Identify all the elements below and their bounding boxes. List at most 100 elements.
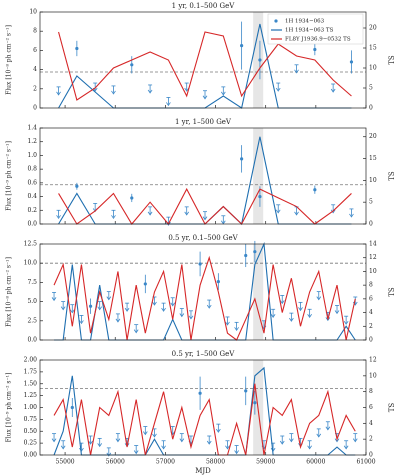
flux-point bbox=[75, 46, 79, 51]
upper-limit-arrow bbox=[316, 296, 322, 301]
flux-point bbox=[244, 389, 248, 393]
y2-tick-label: 8 bbox=[369, 388, 373, 395]
y2-tick-label: 6 bbox=[369, 404, 373, 411]
y-tick-label: 4 bbox=[33, 66, 37, 73]
y2-tick-label: 2 bbox=[369, 436, 373, 443]
upper-limit-arrow bbox=[294, 69, 299, 74]
plot-frame bbox=[39, 11, 367, 109]
y2-tick-label: 0 bbox=[369, 105, 373, 112]
flux-point bbox=[349, 60, 354, 64]
upper-limit-arrow bbox=[307, 445, 312, 450]
flux-point bbox=[313, 188, 317, 192]
flux-point bbox=[198, 391, 202, 395]
upper-limit-arrow bbox=[225, 445, 230, 450]
upper-limit-arrow bbox=[97, 443, 103, 448]
y-tick-label: 7.5 bbox=[27, 279, 37, 286]
upper-limit-arrow bbox=[166, 102, 171, 107]
x-tick-label: 55000 bbox=[56, 459, 75, 466]
y2-tick-label: 6 bbox=[369, 295, 373, 302]
flux-point bbox=[88, 304, 93, 308]
y-tick-label: 0.4 bbox=[27, 193, 37, 200]
upper-limit-arrow bbox=[279, 440, 285, 445]
upper-limit-arrow bbox=[60, 445, 66, 450]
y-tick-label: 0.8 bbox=[27, 166, 37, 173]
flux-point bbox=[253, 401, 257, 405]
flux-point bbox=[70, 405, 74, 410]
y-axis-label: Flux [10⁻⁹ ph cm⁻² s⁻¹] bbox=[6, 141, 13, 211]
legend-label: 1H 1934−063 TS bbox=[285, 28, 334, 34]
highlight-band bbox=[253, 12, 264, 108]
legend-box bbox=[267, 13, 364, 45]
upper-limit-arrow bbox=[316, 433, 322, 438]
upper-limit-arrow bbox=[330, 88, 336, 93]
y2-tick-label: 10 bbox=[369, 65, 377, 72]
y2-tick-label: 12 bbox=[369, 357, 377, 364]
legend-swatch bbox=[274, 19, 278, 23]
flux-point bbox=[313, 47, 317, 52]
upper-limit-arrow bbox=[188, 315, 194, 320]
x-tick-label: 60000 bbox=[306, 459, 325, 466]
upper-limit-arrow bbox=[69, 309, 75, 314]
upper-limit-arrow bbox=[147, 89, 153, 94]
y-tick-label: 0.25 bbox=[24, 440, 38, 447]
x-tick-label: 57000 bbox=[156, 459, 175, 466]
upper-limit-arrow bbox=[206, 440, 212, 445]
highlight-band bbox=[253, 244, 264, 340]
upper-limit-arrow bbox=[133, 450, 139, 455]
y-tick-label: 10 bbox=[29, 9, 37, 16]
upper-limit-arrow bbox=[179, 313, 185, 318]
y2-tick-label: 5 bbox=[369, 85, 373, 92]
upper-limit-arrow bbox=[97, 306, 103, 311]
upper-limit-arrow bbox=[147, 211, 153, 216]
upper-limit-arrow bbox=[349, 213, 354, 218]
ts-line bbox=[53, 383, 356, 456]
upper-limit-arrow bbox=[343, 445, 349, 450]
flux-point bbox=[244, 253, 248, 258]
y-tick-label: 0.6 bbox=[27, 179, 37, 186]
upper-limit-arrow bbox=[133, 329, 139, 334]
y-axis-label: Flux [10⁻⁸ ph cm⁻² s⁻¹] bbox=[6, 257, 13, 327]
x-tick-label: 58000 bbox=[206, 459, 225, 466]
upper-limit-arrow bbox=[289, 317, 294, 322]
upper-limit-arrow bbox=[111, 90, 116, 95]
flux-point bbox=[216, 280, 220, 284]
y2-tick-label: 4 bbox=[369, 420, 373, 427]
y2-tick-label: 2 bbox=[369, 323, 373, 330]
upper-limit-arrow bbox=[279, 300, 285, 305]
upper-limit-arrow bbox=[60, 306, 66, 311]
y2-tick-label: 0 bbox=[369, 337, 373, 344]
upper-limit-arrow bbox=[115, 318, 121, 323]
y-axis-label: Flux [10⁻⁹ ph cm⁻² s⁻¹] bbox=[6, 373, 13, 443]
upper-limit-arrow bbox=[334, 310, 340, 315]
y-tick-label: 0 bbox=[33, 105, 37, 112]
y-tick-label: 10.0 bbox=[24, 260, 38, 267]
upper-limit-arrow bbox=[206, 304, 212, 309]
upper-limit-arrow bbox=[111, 215, 116, 220]
upper-limit-arrow bbox=[270, 314, 276, 319]
upper-limit-arrow bbox=[298, 307, 303, 312]
y2-tick-label: 20 bbox=[369, 133, 377, 140]
flux-point bbox=[258, 194, 262, 199]
panel-title: 0.5 yr, 0.1–500 GeV bbox=[168, 234, 238, 242]
y-tick-label: 1.2 bbox=[27, 138, 37, 145]
upper-limit-arrow bbox=[325, 426, 331, 431]
flux-point bbox=[240, 44, 244, 48]
y2-tick-label: 4 bbox=[369, 309, 373, 316]
y2-tick-label: 8 bbox=[369, 282, 373, 289]
y2-tick-label: 12 bbox=[369, 254, 377, 261]
y2-tick-label: 15 bbox=[369, 155, 377, 162]
flux-point bbox=[198, 262, 202, 266]
upper-limit-arrow bbox=[202, 95, 208, 100]
upper-limit-arrow bbox=[124, 307, 130, 312]
y-tick-label: 2.5 bbox=[27, 317, 37, 324]
y2-axis-label: TS bbox=[388, 403, 396, 413]
upper-limit-arrow bbox=[51, 297, 57, 302]
flux-point bbox=[75, 184, 79, 188]
y-tick-label: 2 bbox=[33, 85, 37, 92]
upper-limit-arrow bbox=[343, 320, 349, 325]
y2-axis-label: TS bbox=[388, 287, 396, 297]
flux-point bbox=[130, 196, 134, 200]
y-axis-label: Flux [10⁻⁸ ph cm⁻² s⁻¹] bbox=[6, 25, 13, 95]
upper-limit-arrow bbox=[330, 209, 336, 214]
upper-limit-arrow bbox=[334, 438, 340, 443]
